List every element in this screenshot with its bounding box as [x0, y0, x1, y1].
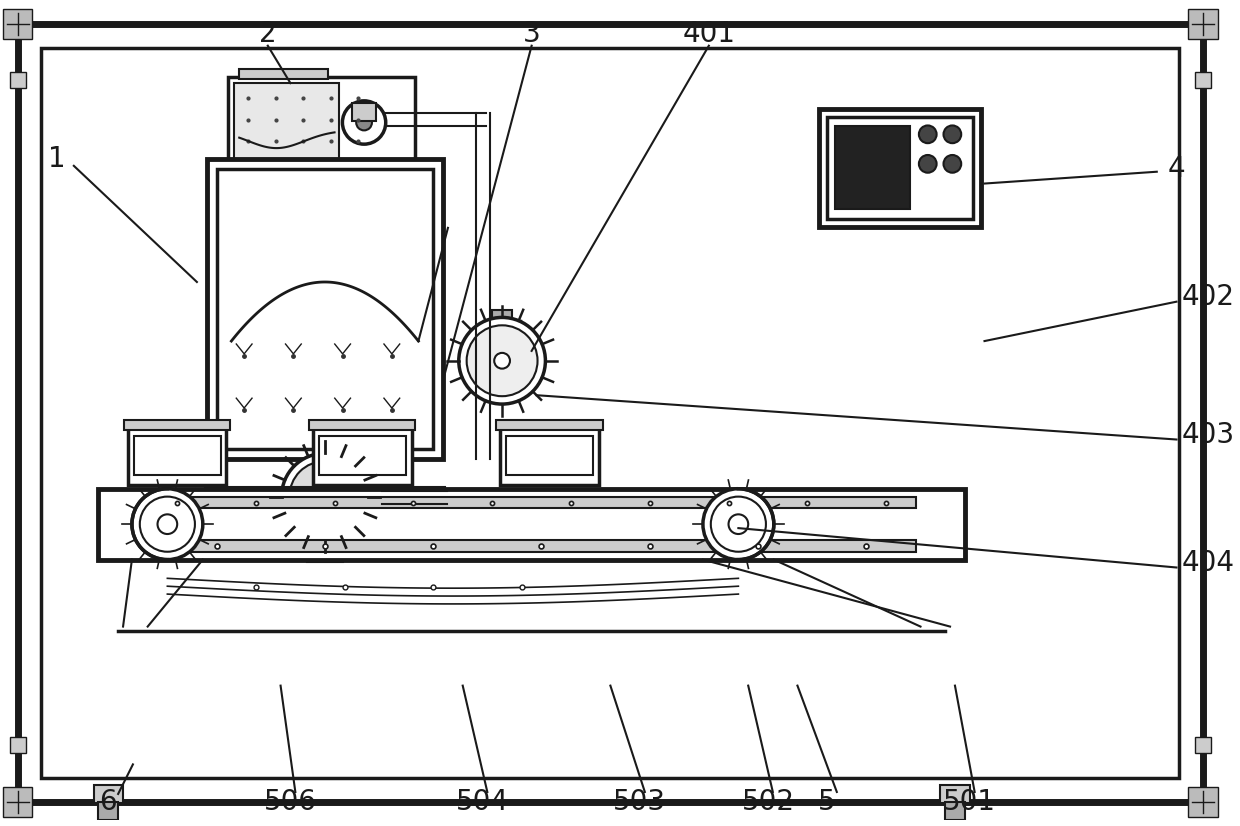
Bar [10, 73, 26, 88]
Bar [93, 785, 123, 803]
Bar [496, 420, 603, 430]
Circle shape [495, 353, 510, 368]
Bar [309, 420, 415, 430]
Bar [239, 69, 327, 79]
Bar [506, 435, 593, 475]
Circle shape [944, 126, 961, 143]
Bar [308, 542, 342, 562]
Circle shape [459, 317, 546, 404]
Bar [10, 737, 26, 752]
Bar [835, 126, 910, 209]
Bar [217, 169, 433, 449]
Bar [128, 428, 227, 485]
Bar [485, 321, 520, 363]
Text: 501: 501 [944, 788, 996, 816]
Text: 404: 404 [1182, 548, 1234, 577]
Bar [2, 787, 32, 817]
Bar [148, 540, 915, 552]
Bar [124, 420, 231, 430]
Bar [98, 802, 118, 819]
Bar [134, 435, 221, 475]
Circle shape [356, 115, 372, 131]
Circle shape [711, 496, 766, 552]
Circle shape [919, 155, 936, 173]
Circle shape [466, 325, 537, 396]
Bar [1195, 73, 1211, 88]
Bar [148, 496, 915, 509]
Text: 403: 403 [1182, 420, 1235, 449]
Circle shape [919, 126, 936, 143]
Bar [827, 116, 972, 219]
Text: 502: 502 [742, 788, 795, 816]
Bar [500, 428, 599, 485]
Bar [1188, 9, 1218, 39]
Bar [352, 102, 376, 121]
Text: 5: 5 [818, 788, 836, 816]
Text: 503: 503 [614, 788, 666, 816]
Circle shape [131, 489, 203, 560]
Bar [2, 9, 32, 39]
Bar [1195, 737, 1211, 752]
Circle shape [157, 515, 177, 534]
Bar [41, 48, 1179, 778]
Bar [1188, 787, 1218, 817]
Bar [319, 435, 405, 475]
Circle shape [315, 487, 335, 506]
Text: 3: 3 [523, 20, 541, 48]
Circle shape [289, 461, 361, 532]
Bar [228, 77, 415, 170]
Text: 1: 1 [48, 145, 66, 173]
Text: 506: 506 [264, 788, 317, 816]
Bar [205, 487, 445, 506]
Circle shape [729, 515, 748, 534]
Text: 401: 401 [682, 20, 735, 48]
Text: 504: 504 [456, 788, 508, 816]
Text: 6: 6 [99, 788, 117, 816]
Text: 2: 2 [259, 20, 277, 48]
Bar [945, 802, 965, 819]
Bar [940, 785, 970, 803]
Circle shape [281, 453, 368, 540]
Circle shape [140, 496, 195, 552]
Bar [492, 310, 512, 323]
Circle shape [944, 155, 961, 173]
Bar [312, 428, 412, 485]
Bar [234, 83, 340, 164]
Circle shape [342, 101, 386, 145]
Circle shape [703, 489, 774, 560]
Text: 4: 4 [1168, 154, 1185, 183]
Bar [820, 109, 981, 227]
Bar [207, 159, 443, 459]
Bar [98, 489, 965, 560]
Text: 402: 402 [1182, 282, 1234, 311]
